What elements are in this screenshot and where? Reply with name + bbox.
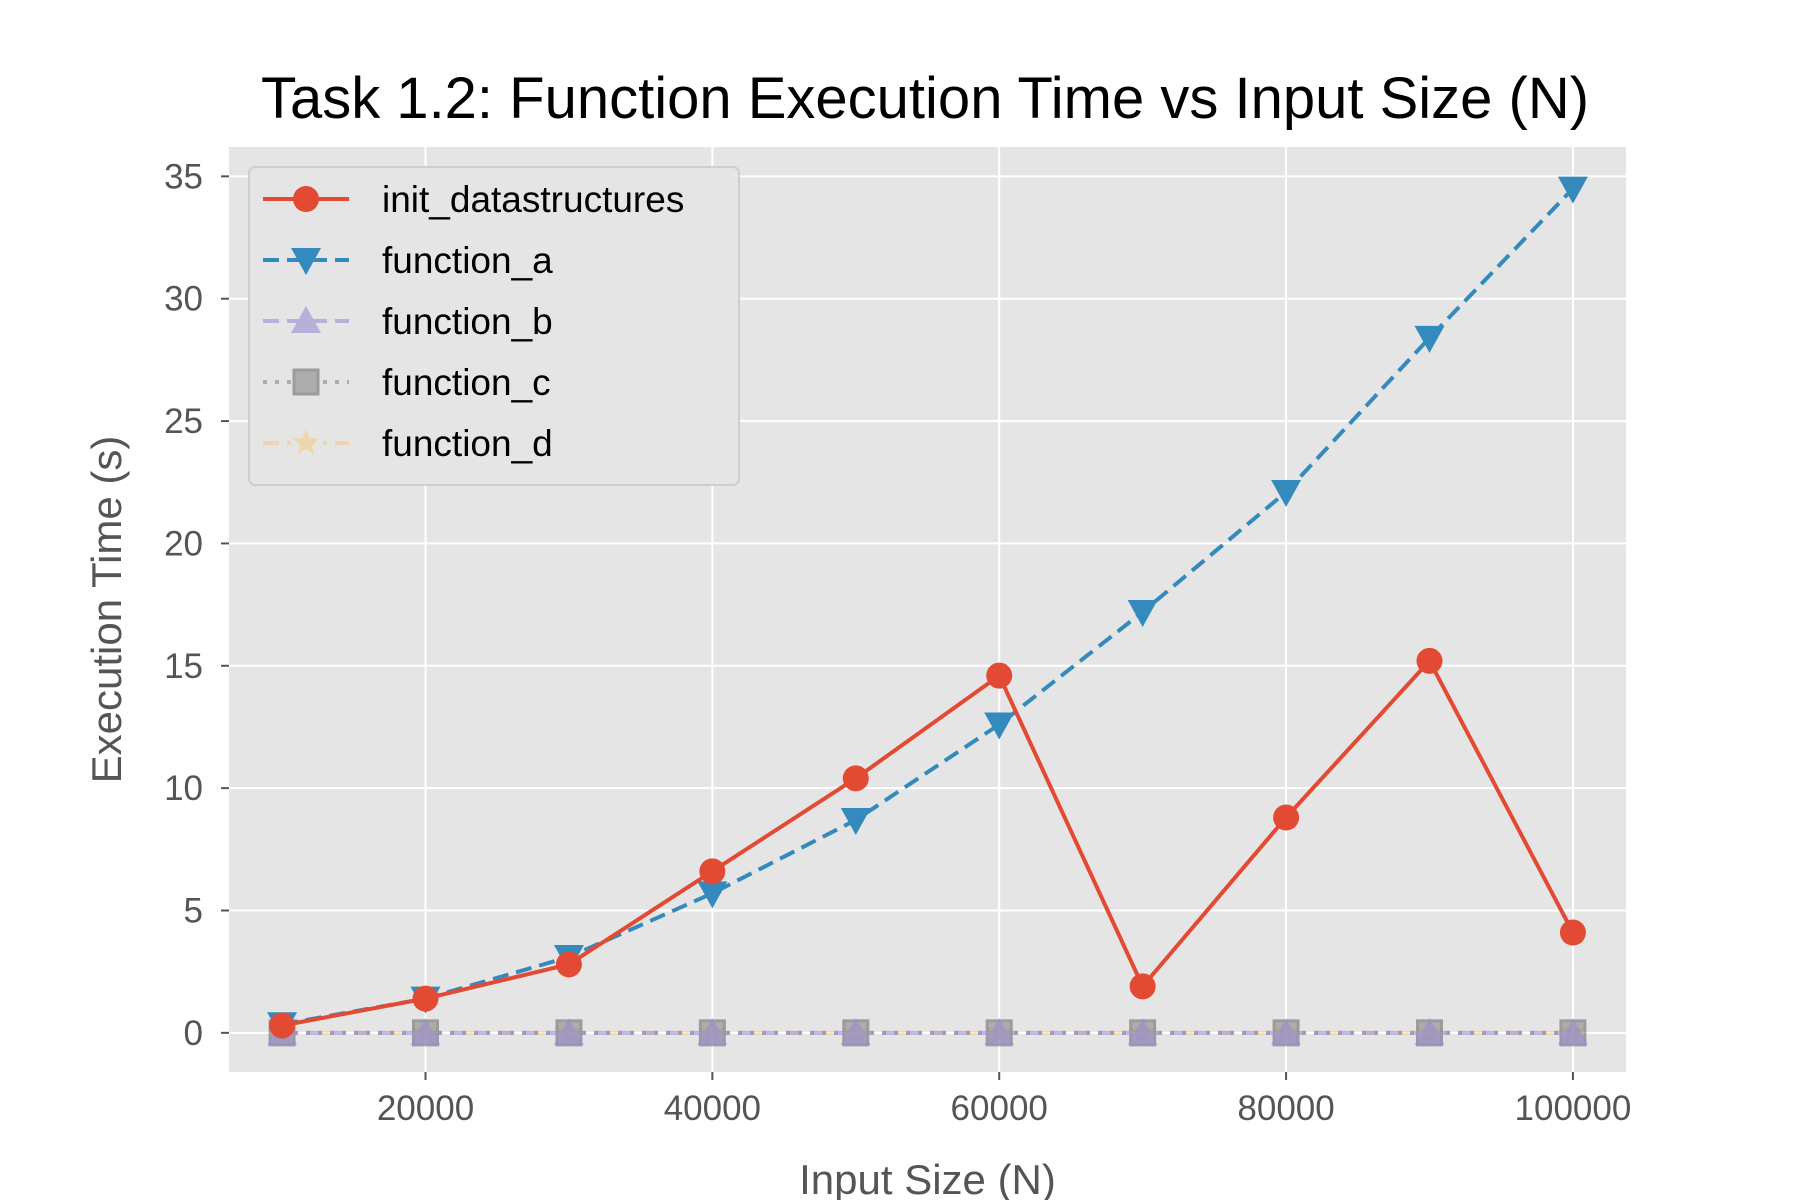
data-point [1414,1017,1445,1045]
series-line [281,187,1575,1027]
x-tick-label: 80000 [1237,1089,1334,1128]
legend-item [263,248,349,275]
data-point [699,858,726,885]
legend-item [263,306,349,333]
legend-item [263,368,349,396]
y-tick-label: 10 [164,769,203,808]
legend-label: function_c [382,362,551,403]
data-point [842,765,869,792]
x-tick-label: 60000 [951,1089,1048,1128]
data-point [1416,647,1443,674]
legend-marker [292,429,320,455]
data-point [269,1012,296,1039]
y-tick-label: 5 [184,891,203,930]
legend-item [263,429,349,455]
legend-label: function_b [382,301,553,342]
y-axis-label: Execution Time (s) [83,436,130,784]
legend-marker [293,186,319,212]
chart-title: Task 1.2: Function Execution Time vs Inp… [261,66,1589,131]
data-point [1271,1017,1302,1045]
data-point [410,1017,441,1045]
data-point [1557,1017,1588,1045]
data-point [1127,1017,1158,1045]
series-init_datastructures [269,647,1586,1039]
data-point [984,712,1015,740]
data-point [412,985,439,1012]
data-point [1273,804,1300,831]
data-point [984,1017,1015,1045]
legend-box [248,166,740,486]
data-point [1557,176,1588,204]
legend: init_datastructures function_a function_bf… [248,166,740,486]
y-tick-label: 35 [164,157,203,196]
legend-marker [292,368,320,396]
axis-ticks: 20000 40000 60000 80000 100000 0 5 10 15 20 25 30 35 [164,157,1631,1128]
x-tick-label: 20000 [377,1089,474,1128]
data-point [555,951,582,978]
data-point [553,1017,584,1045]
legend-label: init_datastructures [382,179,684,220]
data-point [1414,325,1445,353]
legend-label: function_d [382,423,553,464]
legend-item [263,186,349,212]
data-point [840,807,871,835]
data-point [986,662,1013,689]
legend-marker [291,306,321,333]
x-tick-label: 100000 [1515,1089,1632,1128]
y-tick-label: 20 [164,524,203,563]
legend-marker [291,248,321,275]
data-point [840,1017,871,1045]
data-point [1271,480,1302,508]
data-point [1127,599,1158,627]
data-point [697,1017,728,1045]
data-point [697,881,728,909]
x-tick-label: 40000 [664,1089,761,1128]
y-tick-label: 0 [184,1014,203,1053]
y-tick-label: 30 [164,280,203,319]
y-tick-label: 15 [164,647,203,686]
data-point [1559,919,1586,946]
series-layer [267,176,1588,1047]
y-tick-label: 25 [164,402,203,441]
data-point [1129,973,1156,1000]
x-axis-label: Input Size (N) [799,1156,1056,1200]
legend-label: function_a [382,240,553,281]
series-line [281,658,1575,1028]
